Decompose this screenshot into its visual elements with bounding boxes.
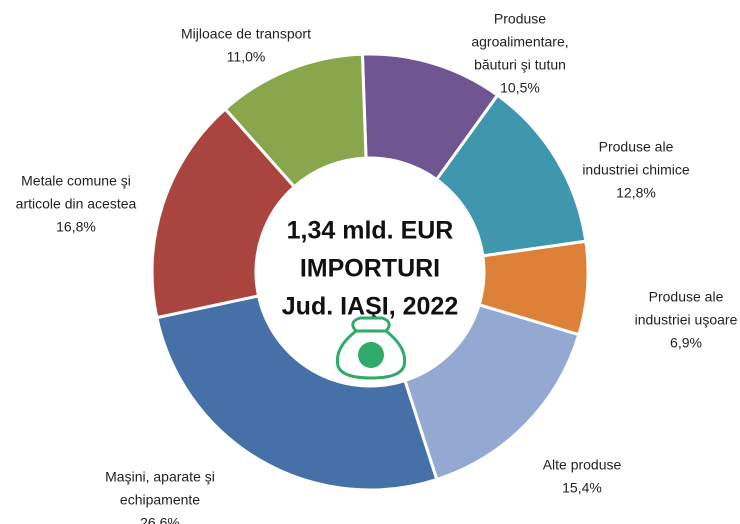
segment-label: băuturi şi tutun — [474, 57, 566, 73]
center-text: Jud. IAŞI, 2022 — [282, 293, 458, 321]
donut-hole — [257, 159, 483, 385]
donut-segment — [223, 52, 368, 189]
money-bag-icon — [335, 316, 407, 380]
segment-label: Produse — [494, 11, 546, 27]
segment-label: industriei chimice — [582, 162, 690, 178]
segment-value-label: 15,4% — [562, 480, 602, 496]
center-text: 1,34 mld. EUR — [287, 217, 454, 245]
segment-value-label: 11,0% — [227, 49, 266, 65]
bag-coin — [358, 342, 384, 368]
segment-label: Produse ale — [599, 139, 674, 155]
segment-value-label: 10,5% — [500, 80, 540, 96]
segment-label: Metale comune şi — [21, 173, 131, 189]
donut-segment — [403, 302, 581, 482]
segment-label: Mijloace de transport — [181, 26, 311, 42]
segment-label: articole din acestea — [16, 196, 137, 212]
segment-label: Maşini, aparate şi — [105, 469, 215, 485]
segment-label: echipamente — [120, 492, 200, 508]
segment-label: Alte produse — [543, 457, 622, 473]
segment-label: Produse ale — [649, 289, 724, 305]
segment-value-label: 6,9% — [670, 335, 702, 351]
donut-segment — [150, 106, 297, 320]
donut-segment — [155, 294, 439, 492]
segment-label: industriei uşoare — [635, 312, 738, 328]
segment-label: agroalimentare, — [471, 34, 568, 50]
segment-value-label: 16,8% — [56, 219, 96, 235]
segment-value-label: 12,8% — [616, 185, 656, 201]
segment-value-label: 26,6% — [140, 515, 180, 524]
center-text: IMPORTURI — [300, 255, 440, 283]
